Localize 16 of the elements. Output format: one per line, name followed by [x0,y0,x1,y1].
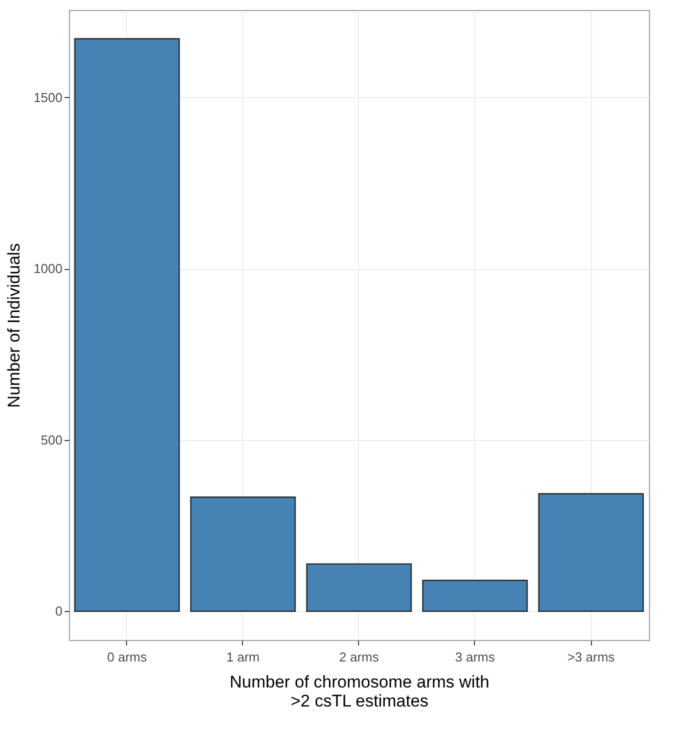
x-tick-label: >3 arms [567,650,616,664]
x-tick-label: 3 arms [455,650,496,664]
y-tick-label: 0 [55,604,62,619]
bar [190,496,296,612]
bar [422,580,528,612]
x-tick-label: 0 arms [107,650,148,664]
bar [538,493,644,612]
bar [306,563,412,612]
y-tick-label: 500 [40,432,62,448]
y-axis-title: Number of Individuals [4,243,24,408]
x-tick-label: 2 arms [339,650,380,664]
y-tick-label: 1500 [34,90,62,105]
y-tick-label: 1000 [34,261,62,276]
x-axis-title: Number of chromosome arms with >2 csTL estimates [230,672,490,710]
x-tick-label: 1 arm [226,650,260,664]
bar [74,38,180,612]
